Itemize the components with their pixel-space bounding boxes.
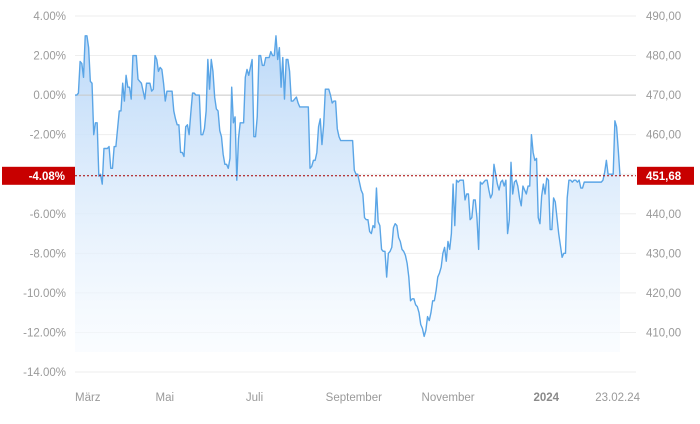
right-tick-label: 430,00	[646, 248, 681, 260]
left-tick-label: -10.00%	[23, 288, 66, 300]
left-tick-label: 4.00%	[33, 11, 66, 23]
current-price-badge	[637, 166, 694, 185]
right-tick-label: 480,00	[646, 51, 681, 63]
left-tick-label: -14.00%	[23, 367, 66, 379]
x-tick-label: Juli	[246, 392, 263, 404]
price-line	[75, 35, 621, 338]
x-tick-label: 23.02.24	[595, 392, 640, 404]
right-tick-label: 470,00	[646, 90, 681, 102]
series-line	[75, 35, 621, 338]
price-area-fill	[75, 35, 636, 352]
current-percent-badge	[2, 166, 75, 185]
x-tick-label: September	[326, 392, 382, 404]
x-tick-label: November	[422, 392, 475, 404]
x-tick-label: Mai	[155, 392, 174, 404]
right-tick-label: 440,00	[646, 209, 681, 221]
area-fill	[75, 35, 620, 352]
current-price-label: 451,68	[646, 171, 682, 183]
left-axis-percent: 4.00%2.00%0.00%-2.00%-4.00%-6.00%-8.00%-…	[23, 11, 66, 379]
left-tick-label: 2.00%	[33, 51, 66, 63]
left-tick-label: -8.00%	[30, 248, 66, 260]
left-tick-label: -6.00%	[30, 209, 66, 221]
left-tick-label: 0.00%	[33, 90, 66, 102]
x-axis-months: März Mai Juli September November 2024 23.02.24	[75, 392, 641, 404]
right-tick-label: 490,00	[646, 11, 681, 23]
x-tick-label: 2024	[533, 392, 559, 404]
left-tick-label: -2.00%	[30, 130, 66, 142]
right-tick-label: 420,00	[646, 288, 681, 300]
right-tick-label: 460,00	[646, 130, 681, 142]
current-percent-label: -4.08%	[29, 171, 65, 183]
right-tick-label: 410,00	[646, 327, 681, 339]
current-value-badges: -4.08% 451,68	[2, 166, 694, 185]
left-tick-label: -12.00%	[23, 327, 66, 339]
x-tick-label: März	[75, 392, 101, 404]
